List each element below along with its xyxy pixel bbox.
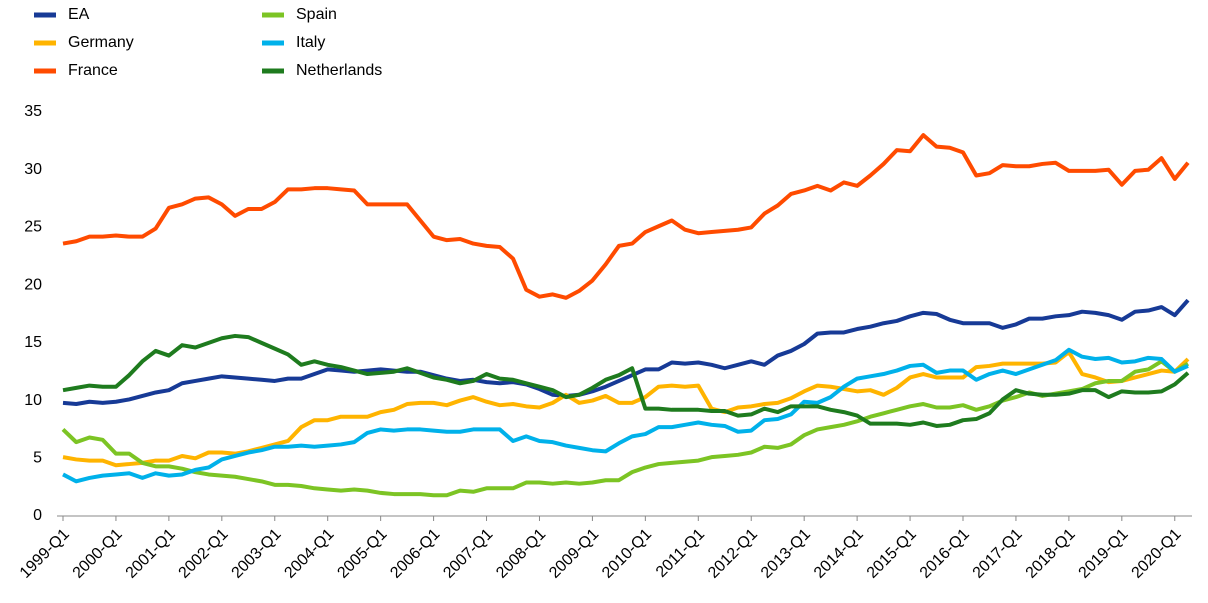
- x-tick-label: 2008-Q1: [493, 526, 549, 582]
- y-tick-label: 20: [24, 276, 42, 293]
- series-line: [62, 350, 1190, 468]
- x-tick-label: 2013-Q1: [758, 526, 814, 582]
- x-tick-label: 2003-Q1: [229, 526, 285, 582]
- x-tick-label: 2019-Q1: [1076, 526, 1132, 582]
- y-tick-label: 25: [24, 219, 42, 236]
- y-tick-label: 30: [24, 161, 42, 178]
- x-tick-label: 2004-Q1: [281, 526, 337, 582]
- y-tick-label: 35: [24, 103, 42, 120]
- x-tick-label: 2010-Q1: [599, 526, 655, 582]
- x-tick-label: 2002-Q1: [176, 526, 232, 582]
- x-tick-label: 2011-Q1: [653, 526, 708, 581]
- y-tick-label: 5: [33, 450, 42, 467]
- x-tick-label: 2000-Q1: [70, 526, 126, 582]
- x-tick-label: 1999-Q1: [17, 526, 73, 582]
- legend-label: Netherlands: [296, 62, 382, 79]
- x-tick-label: 2001-Q1: [123, 526, 179, 582]
- series-line: [62, 133, 1190, 300]
- x-tick-label: 2005-Q1: [334, 526, 390, 582]
- series-line: [62, 298, 1190, 407]
- x-tick-label: 2018-Q1: [1023, 526, 1079, 582]
- legend-label: Spain: [296, 6, 337, 23]
- x-tick-label: 2012-Q1: [705, 526, 761, 582]
- y-tick-label: 10: [24, 392, 42, 409]
- legend-label: France: [68, 62, 118, 79]
- legend-label: EA: [68, 6, 90, 23]
- series-line: [61, 359, 1190, 498]
- y-tick-label: 15: [24, 334, 42, 351]
- x-tick-label: 2020-Q1: [1129, 526, 1185, 582]
- x-tick-label: 2015-Q1: [864, 526, 920, 582]
- series-line: [62, 347, 1189, 484]
- x-tick-label: 2014-Q1: [811, 526, 867, 582]
- legend-label: Germany: [68, 34, 134, 51]
- x-tick-label: 2009-Q1: [546, 526, 602, 582]
- legend-label: Italy: [296, 34, 325, 51]
- x-tick-label: 2017-Q1: [970, 526, 1026, 582]
- x-tick-label: 2006-Q1: [387, 526, 443, 582]
- y-tick-label: 0: [33, 507, 42, 524]
- x-tick-label: 2007-Q1: [440, 526, 496, 582]
- series-line: [62, 333, 1190, 428]
- x-tick-label: 2016-Q1: [917, 526, 973, 582]
